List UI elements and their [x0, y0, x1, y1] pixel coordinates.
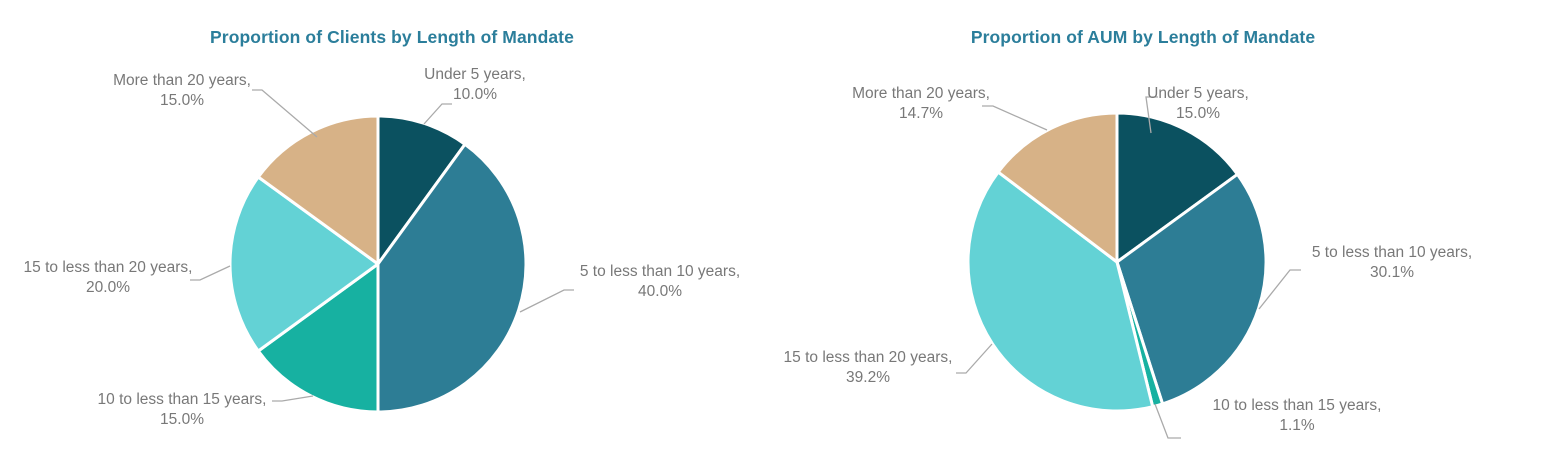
label-clients-10-to-15-years: 10 to less than 15 years, 15.0% — [98, 390, 267, 430]
slice-value: 14.7% — [899, 105, 943, 122]
slice-name: More than 20 years, — [113, 72, 251, 89]
leader-line-clients-15-20 — [190, 265, 231, 281]
leader-line-clients-10-15 — [272, 395, 314, 402]
leader-line-clients-5-10 — [519, 289, 574, 313]
slice-value: 15.0% — [160, 411, 204, 428]
leader-line-aum-15-20 — [956, 343, 993, 374]
label-aum-5-to-10-years: 5 to less than 10 years, 30.1% — [1312, 243, 1472, 283]
pie-slice-more-than-20-years — [996, 111, 1119, 264]
label-clients-15-to-20-years: 15 to less than 20 years, 20.0% — [24, 258, 193, 298]
leader-line-aum-under-5 — [1145, 96, 1158, 134]
chart-title-aum: Proportion of AUM by Length of Mandate — [970, 27, 1316, 47]
pie-slice-15-to-less-than-20-years — [228, 175, 380, 353]
slice-value: 10.0% — [453, 86, 497, 103]
label-aum-10-to-15-years: 10 to less than 15 years, 1.1% — [1213, 396, 1382, 436]
leader-line-aum-more-20 — [982, 105, 1048, 131]
slice-value: 40.0% — [638, 283, 682, 300]
slice-name: 10 to less than 15 years, — [97, 391, 267, 408]
slice-name: 10 to less than 15 years, — [1212, 397, 1382, 414]
slice-value: 20.0% — [86, 279, 130, 296]
slice-name: 15 to less than 20 years, — [23, 259, 193, 276]
pie-clients — [228, 114, 528, 414]
slice-name: Under 5 years, — [1147, 85, 1249, 102]
slice-value: 30.1% — [1370, 264, 1414, 281]
label-clients-under-5-years: Under 5 years, 10.0% — [424, 65, 526, 105]
leader-line-clients-under-5 — [423, 103, 452, 125]
slice-value: 15.0% — [1176, 105, 1220, 122]
label-clients-5-to-10-years: 5 to less than 10 years, 40.0% — [580, 262, 740, 302]
label-clients-more-than-20-years: More than 20 years, 15.0% — [113, 71, 251, 111]
label-aum-15-to-20-years: 15 to less than 20 years, 39.2% — [784, 348, 953, 388]
pie-slice-under-5-years — [376, 114, 467, 266]
slice-name: More than 20 years, — [852, 85, 990, 102]
leader-line-clients-more-20 — [252, 89, 318, 138]
label-aum-more-than-20-years: More than 20 years, 14.7% — [852, 84, 990, 124]
slice-name: 15 to less than 20 years, — [783, 349, 953, 366]
pie-slice-15-to-less-than-20-years — [966, 170, 1155, 413]
label-aum-under-5-years: Under 5 years, 15.0% — [1147, 84, 1249, 124]
leader-line-aum-10-15 — [1154, 403, 1181, 439]
chart-title-clients: Proportion of Clients by Length of Manda… — [210, 27, 574, 47]
leader-line-aum-5-10 — [1258, 269, 1301, 310]
slice-value: 1.1% — [1279, 417, 1315, 434]
pie-slice-5-to-less-than-10-years — [376, 142, 528, 414]
slice-name: 5 to less than 10 years, — [579, 263, 741, 280]
slice-value: 15.0% — [160, 92, 204, 109]
pie-slice-under-5-years — [1115, 111, 1239, 264]
slice-name: Under 5 years, — [424, 66, 526, 83]
pie-aum — [966, 111, 1268, 413]
slice-value: 39.2% — [846, 369, 890, 386]
pie-slice-5-to-less-than-10-years — [1115, 172, 1268, 406]
slice-name: 5 to less than 10 years, — [1311, 244, 1473, 261]
